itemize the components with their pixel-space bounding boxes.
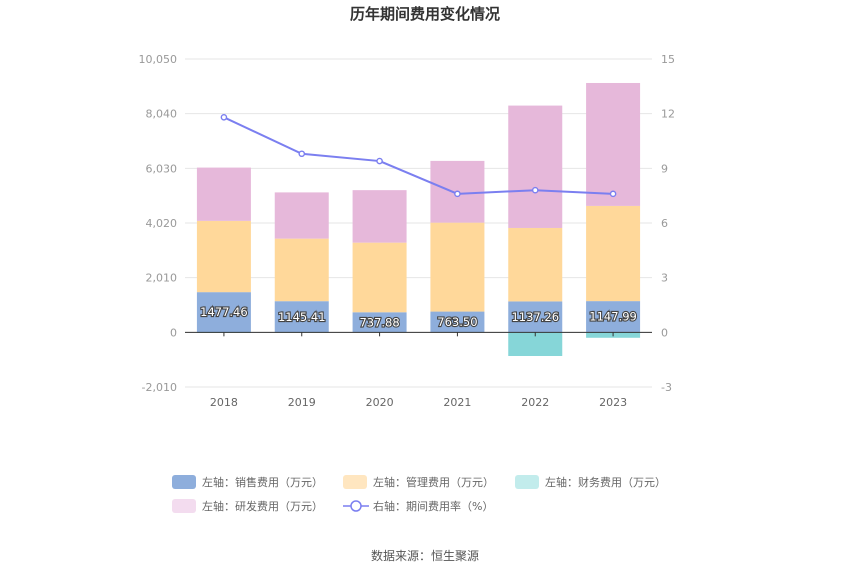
rate-point xyxy=(454,190,461,198)
bar-segment-1 xyxy=(586,301,641,333)
left-tick-label: -2,010 xyxy=(142,381,177,394)
left-axis: -2,010 0 2,010 4,020 6,030 8,040 10,050 xyxy=(139,53,178,394)
bar-segment-2 xyxy=(274,238,329,302)
bar-segment-1 xyxy=(508,301,563,333)
legend-label: 左轴：研发费用（万元） xyxy=(202,499,323,513)
data-label: 1137.26 xyxy=(511,310,559,324)
bar-segment-1 xyxy=(196,292,251,333)
legend-label: 左轴：管理费用（万元） xyxy=(373,475,494,489)
bar-segment-2 xyxy=(430,222,485,312)
legend-item[interactable]: 左轴：财务费用（万元） xyxy=(515,475,666,489)
right-tick-label: -3 xyxy=(661,381,672,394)
x-tick-label: 2020 xyxy=(366,396,394,409)
bar-segment-4 xyxy=(508,105,563,228)
left-tick-label: 2,010 xyxy=(146,272,178,285)
left-tick-label: 6,030 xyxy=(146,162,178,175)
left-tick-label: 0 xyxy=(170,326,177,339)
data-label: 737.88 xyxy=(359,315,399,329)
bar-segment-2 xyxy=(352,242,407,313)
data-label: 1145.41 xyxy=(278,310,326,324)
line-series xyxy=(220,114,617,198)
legend-label: 左轴：销售费用（万元） xyxy=(202,475,323,489)
bar-series xyxy=(196,82,641,356)
legend-swatch xyxy=(343,475,367,489)
x-tick-label: 2021 xyxy=(443,396,471,409)
x-tick-label: 2023 xyxy=(599,396,627,409)
legend-swatch xyxy=(172,475,196,489)
chart-title: 历年期间费用变化情况 xyxy=(350,5,500,23)
x-tick-label: 2022 xyxy=(521,396,549,409)
rate-point xyxy=(220,114,228,121)
rate-line xyxy=(223,116,614,195)
bar-segment-1 xyxy=(352,312,407,333)
right-tick-label: 0 xyxy=(661,326,668,339)
right-tick-label: 6 xyxy=(661,217,668,230)
bar-segment-2 xyxy=(508,227,563,302)
legend-item[interactable]: 左轴：管理费用（万元） xyxy=(343,475,494,489)
x-axis: 2018 2019 2020 2021 2022 2023 xyxy=(185,332,652,409)
legend-swatch xyxy=(515,475,539,489)
data-label: 1477.46 xyxy=(200,305,248,319)
x-tick-label: 2019 xyxy=(288,396,316,409)
left-tick-label: 4,020 xyxy=(146,217,178,230)
bar-segment-2 xyxy=(196,220,251,293)
left-tick-label: 10,050 xyxy=(139,53,178,66)
legend-swatch xyxy=(172,499,196,513)
right-axis: -3 0 3 6 9 12 15 xyxy=(661,53,675,394)
legend-item[interactable]: 左轴：销售费用（万元） xyxy=(172,475,323,489)
legend-item[interactable]: 左轴：研发费用（万元） xyxy=(172,499,323,513)
rate-point xyxy=(376,157,383,165)
data-label: 763.50 xyxy=(437,315,477,329)
data-labels: 1477.46 1145.41 737.88 763.50 1137.26 1147.99 xyxy=(199,304,638,330)
right-tick-label: 15 xyxy=(661,53,675,66)
bar-segment-3 xyxy=(508,332,563,356)
rate-point xyxy=(609,190,617,198)
legend-label: 左轴：财务费用（万元） xyxy=(545,475,666,489)
legend[interactable]: 左轴：销售费用（万元） 左轴：管理费用（万元） 左轴：财务费用（万元） 左轴：研发费用… xyxy=(172,475,666,513)
legend-item[interactable]: 右轴：期间费用率（%） xyxy=(343,499,493,513)
bar-segment-1 xyxy=(274,301,329,333)
rate-point xyxy=(298,150,306,158)
right-tick-label: 9 xyxy=(661,162,668,175)
bar-segment-2 xyxy=(586,205,641,302)
source-note: 数据来源：恒生聚源 xyxy=(371,548,479,563)
bar-segment-4 xyxy=(196,167,251,221)
bar-segment-1 xyxy=(430,311,485,333)
grid-lines xyxy=(185,58,652,388)
legend-point-marker xyxy=(350,500,362,512)
legend-label: 右轴：期间费用率（%） xyxy=(373,499,493,513)
right-tick-label: 3 xyxy=(661,272,668,285)
left-tick-label: 8,040 xyxy=(146,108,178,121)
bar-segment-4 xyxy=(586,82,641,206)
right-tick-label: 12 xyxy=(661,108,675,121)
bar-segment-4 xyxy=(274,192,329,239)
data-label: 1147.99 xyxy=(589,310,637,324)
x-tick-label: 2018 xyxy=(210,396,238,409)
bar-segment-4 xyxy=(352,190,407,243)
rate-point xyxy=(531,186,539,194)
